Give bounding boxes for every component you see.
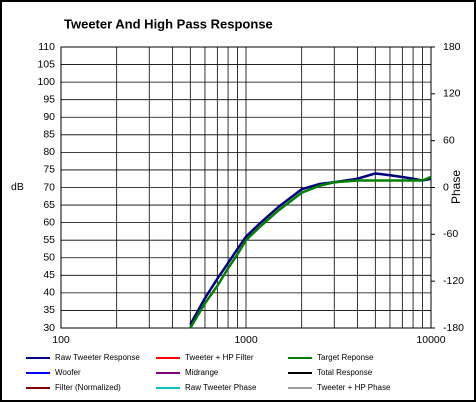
- legend-label: Total Response: [317, 368, 373, 377]
- y2-axis-label: Phase: [449, 170, 463, 204]
- y2-tick-label: -120: [443, 275, 464, 287]
- series-line: [189, 172, 432, 326]
- legend-label: Tweeter + HP Phase: [317, 383, 391, 392]
- y-tick-label: 70: [43, 181, 55, 193]
- y-tick-label: 100: [37, 76, 55, 88]
- y-tick-label: 40: [43, 287, 55, 299]
- y-tick-label: 60: [43, 216, 55, 228]
- legend-label: Woofer: [55, 368, 81, 377]
- x-tick-label: 1000: [234, 334, 258, 346]
- y2-tick-label: 120: [443, 88, 461, 100]
- y-tick-label: 80: [43, 146, 55, 158]
- legend-label: Target Reponse: [317, 353, 374, 362]
- y-tick-label: 30: [43, 322, 55, 334]
- y-tick-label: 110: [38, 41, 55, 53]
- y-tick-label: 95: [43, 93, 55, 105]
- y-tick-label: 105: [37, 58, 55, 70]
- y-tick-label: 90: [43, 111, 55, 123]
- y2-tick-label: 0: [443, 181, 449, 193]
- legend-label: Tweeter + HP Filter: [185, 353, 254, 362]
- x-tick-label: 100: [52, 334, 70, 346]
- y-tick-label: 65: [43, 199, 55, 211]
- y-tick-label: 85: [43, 129, 55, 141]
- y-tick-label: 75: [43, 164, 55, 176]
- legend-label: Raw Tweeter Response: [55, 353, 140, 362]
- y2-tick-label: -60: [443, 228, 458, 240]
- y-axis-label: dB: [11, 181, 24, 193]
- y-tick-label: 45: [43, 269, 55, 281]
- y2-tick-label: 60: [443, 134, 455, 146]
- x-tick-label: 10000: [416, 334, 445, 346]
- y2-tick-label: -180: [443, 322, 464, 334]
- y-tick-label: 50: [43, 252, 55, 264]
- y-tick-label: 35: [43, 304, 55, 316]
- legend-label: Raw Tweeter Phase: [185, 383, 257, 392]
- y-tick-label: 55: [43, 234, 55, 246]
- legend-label: Filter (Normalized): [55, 383, 121, 392]
- series-line: [189, 175, 432, 329]
- legend-label: Midrange: [185, 368, 219, 377]
- y2-tick-label: 180: [443, 41, 461, 53]
- chart-title: Tweeter And High Pass Response: [64, 16, 273, 31]
